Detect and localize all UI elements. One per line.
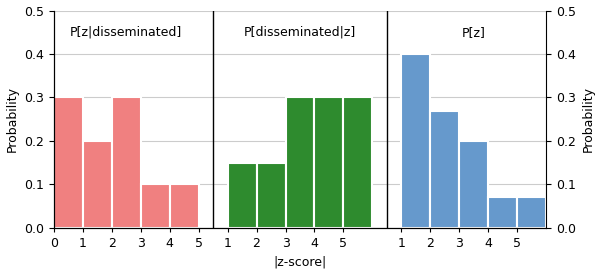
Y-axis label: Probability: Probability [5, 86, 19, 152]
X-axis label: |z-score|: |z-score| [274, 255, 326, 269]
Text: P[disseminated|z]: P[disseminated|z] [244, 26, 356, 39]
Bar [517, 198, 546, 228]
Bar [286, 98, 314, 228]
Bar [227, 163, 257, 228]
Y-axis label: Probability: Probability [581, 86, 595, 152]
Bar [343, 98, 373, 228]
Bar [314, 98, 343, 228]
Bar [257, 163, 286, 228]
Bar [488, 198, 517, 228]
Bar [141, 184, 170, 228]
Text: P[z]: P[z] [462, 26, 486, 39]
Bar [112, 98, 141, 228]
Bar [170, 184, 199, 228]
Bar [54, 98, 83, 228]
Bar [83, 141, 112, 228]
Text: P[z|disseminated]: P[z|disseminated] [70, 26, 182, 39]
Bar [430, 110, 459, 228]
Bar [459, 141, 488, 228]
Bar [401, 54, 430, 228]
